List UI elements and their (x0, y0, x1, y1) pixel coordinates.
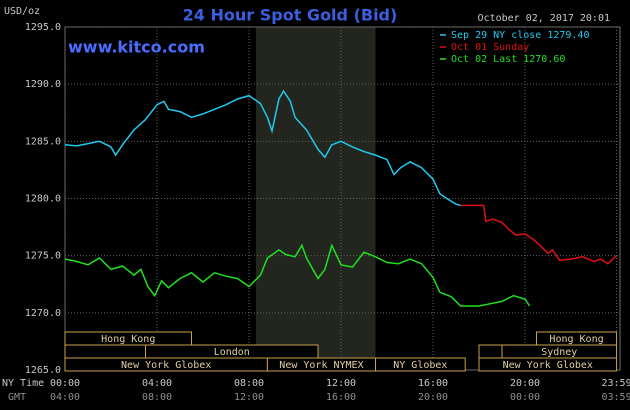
x-tick-label: 16:00 (418, 378, 448, 389)
y-tick-label: 1275.0 (25, 251, 61, 262)
x-tick-label: 12:00 (326, 378, 356, 389)
session-label: London (214, 347, 250, 358)
session-box (478, 357, 618, 372)
y-tick-label: 1270.0 (25, 308, 61, 319)
session-label: Sydney (541, 347, 577, 358)
x2-tick-label: 04:00 (50, 392, 80, 403)
legend-label: Oct 02 Last 1270.60 (451, 54, 565, 65)
series-line (64, 89, 461, 207)
y-tick-label: 1290.0 (25, 79, 61, 90)
series-line (460, 204, 618, 265)
legend-label: Oct 01 Sunday (451, 42, 529, 53)
legend-label: Sep 29 NY close 1279.40 (451, 30, 589, 41)
y-tick-label: 1285.0 (25, 136, 61, 147)
x2-tick-label: 12:00 (234, 392, 264, 403)
x-tick-label: 00:00 (50, 378, 80, 389)
session-box (375, 357, 466, 372)
x2-tick-label: 00:00 (510, 392, 540, 403)
x2-tick-label: 16:00 (326, 392, 356, 403)
session-label: New York Globex (503, 360, 593, 371)
y-tick-label: 1295.0 (25, 22, 61, 33)
y-tick-label: 1280.0 (25, 194, 61, 205)
session-label: Hong Kong (101, 334, 155, 345)
session-label: New York Globex (121, 360, 211, 371)
x-axis-label: NY Time (2, 378, 44, 389)
timestamp: October 02, 2017 20:01 (478, 13, 610, 24)
session-box (478, 344, 503, 359)
x-tick-label: 23:59 (601, 378, 630, 389)
x-tick-label: 08:00 (234, 378, 264, 389)
shaded-span (255, 27, 376, 370)
session-label: Hong Kong (549, 334, 603, 345)
x-tick-label: 20:00 (510, 378, 540, 389)
series-line (64, 243, 531, 307)
x2-tick-label: 20:00 (418, 392, 448, 403)
chart-title: 24 Hour Spot Gold (Bid) (183, 6, 398, 25)
session-label: NY Globex (393, 360, 447, 371)
session-box (64, 344, 146, 359)
x2-tick-label: 03:59 (601, 392, 630, 403)
session-label: New York NYMEX (279, 360, 363, 371)
y-tick-label: 1265.0 (25, 365, 61, 376)
x2-axis-label: GMT (8, 392, 26, 403)
y-unit: USD/oz (4, 6, 40, 17)
website: www.kitco.com (68, 38, 205, 57)
x-tick-label: 04:00 (142, 378, 172, 389)
x2-tick-label: 08:00 (142, 392, 172, 403)
